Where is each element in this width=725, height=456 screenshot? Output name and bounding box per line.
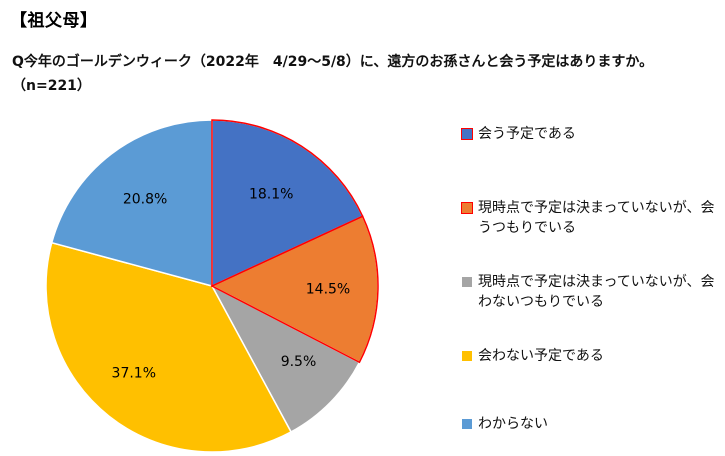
pie-chart: 18.1% 14.5% 9.5% 37.1% 20.8% (45, 119, 379, 453)
legend-label-intend-to-meet: 現時点で予定は決まっていないが、会うつもりでいる (478, 200, 715, 236)
data-label-meet-planned: 18.1% (249, 186, 293, 202)
data-label-intend-not-to-meet: 9.5% (281, 354, 317, 370)
highlight-outline-meet-planned (211, 119, 364, 288)
legend-label-meet-planned: 会う予定である (478, 126, 576, 142)
legend-item-intend-not-to-meet: 現時点で予定は決まっていないが、会わないつもりでいる (462, 272, 722, 312)
data-label-unknown: 20.8% (123, 192, 167, 208)
legend-item-not-meet-planned: 会わない予定である (462, 346, 722, 366)
chart-area: 18.1% 14.5% 9.5% 37.1% 20.8% 会う予定である 現時点で予定は… (0, 110, 725, 456)
legend-swatch-meet-planned (461, 128, 473, 140)
highlight-outline-intend-to-meet (210, 215, 379, 364)
legend-label-unknown: わからない (478, 416, 548, 432)
section-label: 【祖父母】 (10, 11, 98, 31)
legend-swatch-unknown (462, 419, 472, 429)
legend-item-meet-planned: 会う予定である (461, 124, 722, 144)
pie-slices (45, 119, 379, 453)
pie-data-labels: 18.1% 14.5% 9.5% 37.1% 20.8% (112, 186, 351, 381)
pie-slice-intend-not-to-meet (210, 284, 361, 433)
legend-label-not-meet-planned: 会わない予定である (478, 348, 604, 364)
pie-slice-unknown (50, 119, 213, 287)
legend-swatch-intend-to-meet (461, 202, 473, 214)
legend-item-intend-to-meet: 現時点で予定は決まっていないが、会うつもりでいる (461, 198, 722, 238)
legend-item-unknown: わからない (462, 414, 722, 434)
legend-label-intend-not-to-meet: 現時点で予定は決まっていないが、会わないつもりでいる (478, 274, 715, 310)
data-label-not-meet-planned: 37.1% (112, 365, 156, 381)
pie-slice-not-meet-planned (45, 241, 293, 453)
legend-swatch-intend-not-to-meet (462, 277, 472, 287)
question-text: Q今年のゴールデンウィーク（2022年 4/29～5/8）に、遠方のお孫さんと会… (12, 54, 654, 94)
legend-swatch-not-meet-planned (462, 351, 472, 361)
data-label-intend-to-meet: 14.5% (306, 281, 350, 297)
